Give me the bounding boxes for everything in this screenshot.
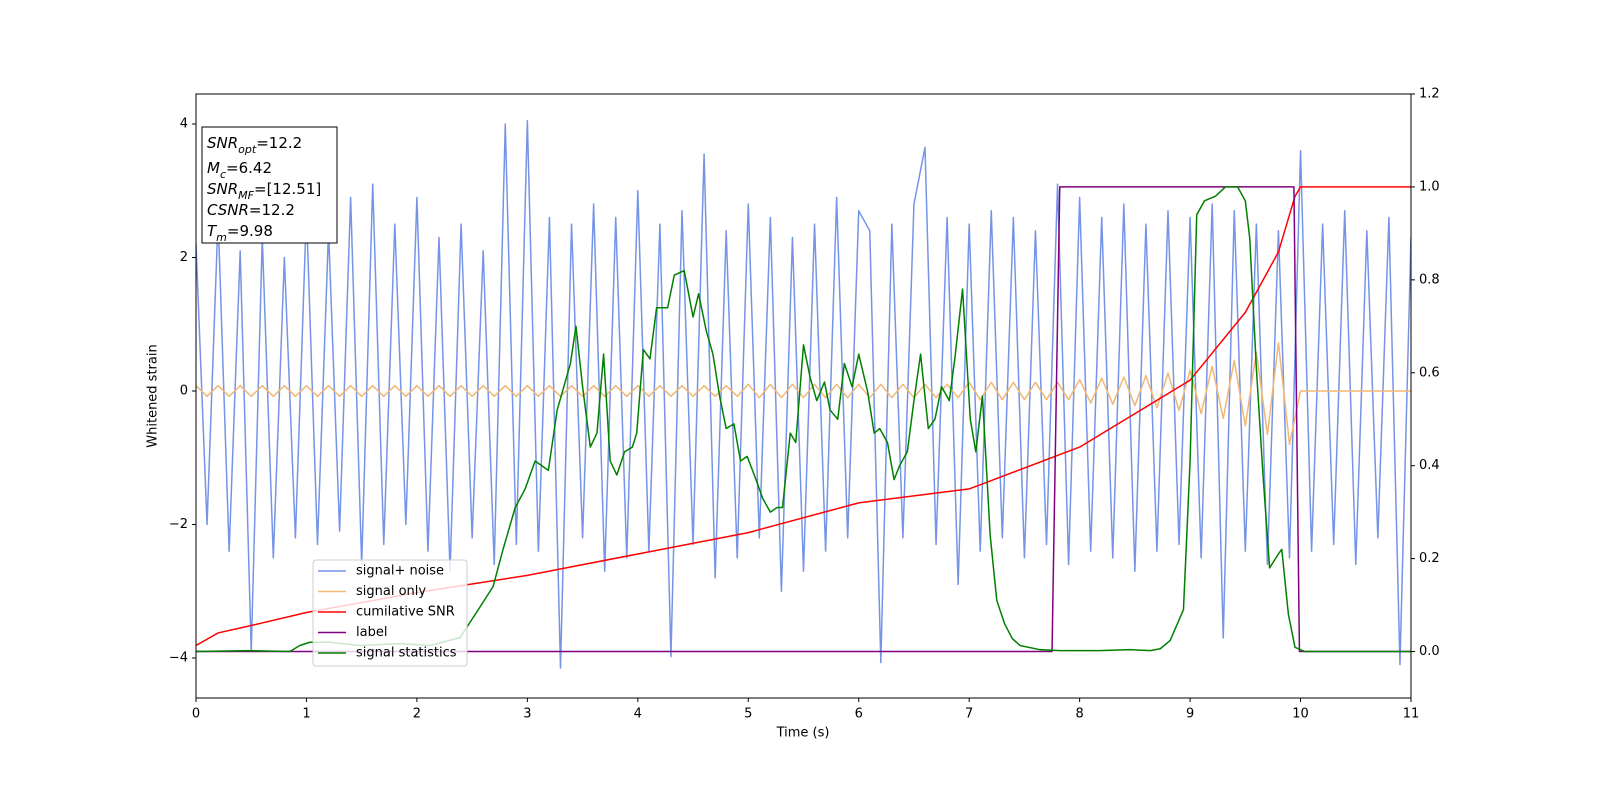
legend-label: signal statistics [356,646,457,661]
annotation: SNRopt=12.2 [207,134,302,156]
y-tick-label: −4 [169,650,188,665]
legend-label: cumilative SNR [356,605,455,620]
annotation-text: =12.2 [249,201,295,219]
x-axis-label: Time (s) [776,726,830,741]
annotation-subscript: opt [238,143,257,156]
legend-frame [312,559,468,667]
x-tick-label: 5 [744,707,752,722]
annotation-symbol: T [207,222,218,240]
annotation-symbol: SNR [207,180,238,198]
x-tick-label: 7 [965,707,973,722]
annotation-text: =[12.51] [254,180,321,198]
y2-tick-label: 0.8 [1419,272,1440,287]
x-tick-label: 1 [302,707,310,722]
series-line [196,119,1411,669]
annotation-box: SNRopt=12.2Mc=6.42SNRMF=[12.51]CSNR=12.2… [201,126,338,244]
x-tick-label: 11 [1403,707,1420,722]
legend: signal+ noise signal only cumilative SNR la… [312,559,468,667]
series-line [196,342,1411,446]
x-tick-label: 9 [1186,707,1194,722]
annotation: Mc=6.42 [207,159,272,181]
y-axis-label: Whitened strain [146,344,161,447]
y2-tick-label: 0.6 [1419,365,1440,380]
annotation-symbol: CSNR [207,201,249,219]
x-tick-label: 3 [523,707,531,722]
x-tick-label: 10 [1292,707,1309,722]
annotation-frame [201,126,338,244]
annotation-subscript: c [220,168,226,181]
y-tick-label: 4 [180,117,188,132]
legend-label: label [356,625,387,640]
annotation-text: =6.42 [226,159,272,177]
annotation-text: =9.98 [227,222,273,240]
annotation-subscript: MF [238,189,254,202]
x-tick-label: 4 [634,707,642,722]
y-tick-label: 2 [180,250,188,265]
annotation-subscript: m [216,231,227,244]
legend-label: signal+ noise [356,564,444,579]
legend-label: signal only [356,584,426,599]
annotation-text: =12.2 [256,134,302,152]
annotation-symbol: M [207,159,220,177]
x-tick-label: 8 [1075,707,1083,722]
y2-tick-label: 0.0 [1419,644,1440,659]
x-tick-label: 2 [413,707,421,722]
plot-frame [195,93,1412,699]
series-line [196,186,1411,647]
y2-tick-label: 1.2 [1419,87,1440,102]
x-tick-label: 6 [855,707,863,722]
y-tick-label: −2 [169,517,188,532]
y2-tick-label: 1.0 [1419,179,1440,194]
annotation-symbol: SNR [207,134,238,152]
y-tick-label: 0 [180,383,188,398]
annotation: SNRMF=[12.51] [207,180,321,202]
series-line [196,186,1411,653]
x-tick-label: 0 [192,707,200,722]
y2-tick-label: 0.2 [1419,551,1440,566]
annotation: Tm=9.98 [207,222,273,244]
annotation: CSNR=12.2 [207,201,295,219]
y2-tick-label: 0.4 [1419,458,1440,473]
